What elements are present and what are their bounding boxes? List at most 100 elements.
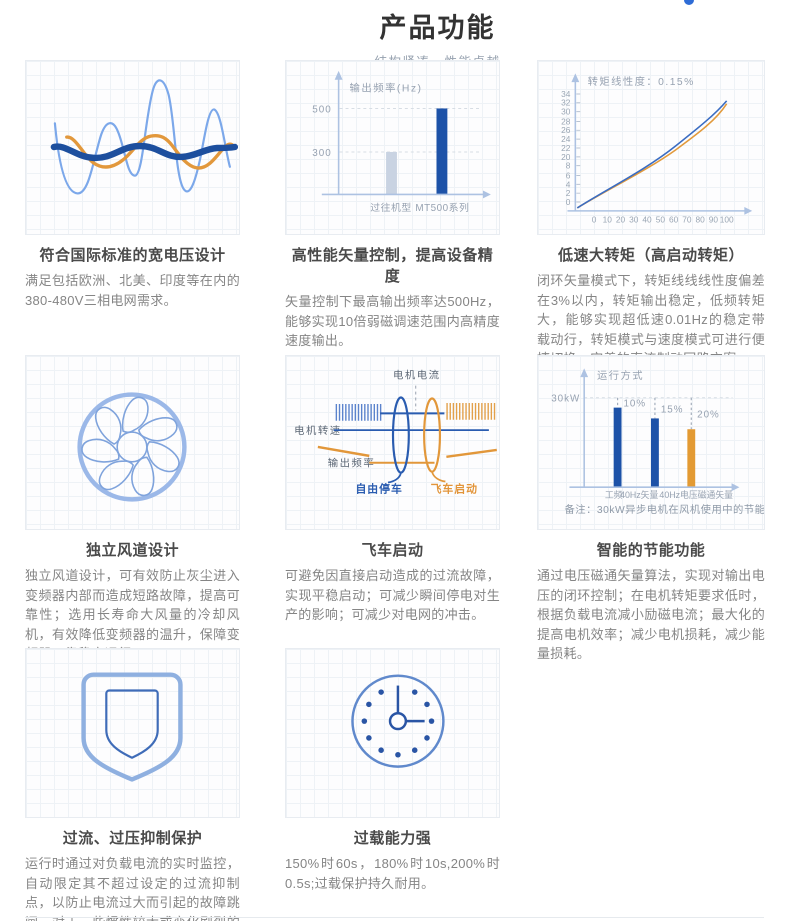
torque-curve-orange [576,103,728,209]
fly-start-ellipse [423,397,442,473]
section-header: 产品功能 结构紧凑、性能卓越 [0,0,787,69]
freq-decel-line [317,445,370,458]
feature-title: 智能的节能功能 [596,542,706,559]
torque-curve-chart: 转矩线性度：0.15% 34 32 30 28 26 24 22 20 8 6 … [537,60,765,235]
feature-body: 可避免因直接启动造成的过流故障，实现平稳启动；可减少瞬间停电对生产的影响；可减少… [285,568,500,622]
saving-label-1: 10% [623,399,646,410]
feature-title: 过载能力强 [353,830,432,847]
shield-inner [105,689,159,759]
svg-text:100: 100 [720,215,734,225]
svg-text:30: 30 [561,107,571,117]
svg-text:60: 60 [669,215,679,225]
svg-text:40: 40 [642,215,652,225]
chart-title: 转矩线性度：0.15% [588,75,695,88]
axis-title: 运行方式 [597,369,644,382]
svg-text:0: 0 [592,215,597,225]
voltage-wave-chart [25,60,240,235]
light-blue-wave [53,79,231,195]
svg-text:22: 22 [561,143,571,153]
bar-40hz-flux-vector [687,429,696,488]
svg-text:2: 2 [566,188,571,198]
svg-text:20: 20 [616,215,626,225]
dark-blue-wave [50,142,239,162]
feature-card-protection: 过流、过压抑制保护 运行时通过对负载电流的实时监控，自动限定其不超过设定的过流抑… [25,648,240,921]
bar-line-frequency [613,407,622,488]
feature-body: 通过电压磁通矢量算法，实现对输出电压的闭环控制；在电机转矩要求低时，根据负载电流… [537,568,765,661]
category-mt500: MT500系列 [415,201,469,214]
feature-title: 独立风道设计 [85,542,179,559]
x-axis-arrow-icon [482,190,491,199]
free-stop-ellipse [391,396,410,474]
feature-body: 运行时通过对负载电流的实时监控，自动限定其不超过设定的过流抑制点，以防止电流过大… [25,856,240,921]
svg-text:26: 26 [561,125,571,135]
y-tick-marks [576,93,581,203]
torque-curve-blue [576,100,728,209]
feature-title: 过流、过压抑制保护 [62,830,203,847]
bar-past-model [386,151,397,195]
label-motor-speed: 电机转速 [294,424,341,437]
y-axis-arrow-icon [580,368,589,378]
svg-text:8: 8 [566,161,571,171]
fly-start-tail [431,471,446,483]
clock-dots [361,689,435,758]
svg-text:30: 30 [629,215,639,225]
bar-mt500 [436,108,448,195]
label-fly-start: 飞车启动 [431,481,478,495]
feature-title: 高性能矢量控制，提高设备精度 [291,247,494,285]
feature-body: 150%时60s，180%时10s,200%时0.5s;过载保护持久耐用。 [285,856,500,891]
shield-icon [25,648,240,818]
category-2: 40Hz矢量 [620,489,658,500]
feature-title: 符合国际标准的宽电压设计 [39,247,226,264]
tick-300: 300 [312,148,331,159]
fan-icon [25,355,240,530]
clock-ring [351,674,445,768]
output-frequency-chart: 输出频率(Hz) 500 300 过往机型 MT500系列 [285,60,500,235]
svg-text:6: 6 [566,170,571,180]
svg-text:80: 80 [695,215,705,225]
y-axis-arrow-icon [334,70,343,80]
clock-icon [285,648,500,818]
svg-text:20: 20 [561,152,571,162]
page-title: 产品功能 [379,13,496,43]
empty-cell [537,648,765,921]
svg-text:4: 4 [566,179,571,189]
feature-title: 飞车启动 [361,542,424,559]
cards-row-2: 独立风道设计 独立风道设计，可有效防止灰尘进入变频器内部而造成短路故障，提高可靠… [0,355,787,661]
free-stop-tail [387,472,402,484]
category-1: 工频 [605,489,623,500]
clock-center [388,712,408,731]
feature-card-vector-control: 输出频率(Hz) 500 300 过往机型 MT500系列 高性能矢量控制，提高… [285,60,500,355]
x-axis-arrow-icon [744,206,753,215]
saving-label-2: 15% [661,405,684,416]
x-axis-arrow-icon [731,483,740,492]
feature-card-low-speed-torque: 转矩线性度：0.15% 34 32 30 28 26 24 22 20 8 6 … [537,60,765,366]
feature-body: 满足包括欧洲、北美、印度等在内的380-480V三相电网需求。 [25,273,240,308]
y-axis-arrow-icon [571,73,580,83]
feature-body: 矢量控制下最高输出频率达500Hz，能够实现10倍弱磁调速范围内高精度速度输出。 [285,294,500,348]
freq-accel-line [446,448,497,459]
feature-body: 闭环矢量模式下，转矩线线线性度偏差在3%以内，转矩输出稳定，低频转矩大，能够实现… [537,273,765,366]
shield-outer [81,672,183,782]
feature-card-flying-start: 电机电流 电机转速 输出频率 自由停车 飞车启动 [285,355,500,648]
saving-label-3: 20% [697,409,720,420]
svg-text:90: 90 [709,215,719,225]
tick-500: 500 [312,104,331,115]
chart-note: 备注：30kW异步电机在风机使用中的节能比 [565,503,764,516]
fan-ring [77,392,187,502]
label-motor-current: 电机电流 [393,369,440,382]
cards-row-3: 过流、过压抑制保护 运行时通过对负载电流的实时监控，自动限定其不超过设定的过流抑… [0,648,787,921]
category-past-model: 过往机型 [370,201,411,214]
fan-blades [81,396,180,497]
feature-card-wide-voltage: 符合国际标准的宽电压设计 满足包括欧洲、北美、印度等在内的380-480V三相电… [25,60,240,355]
svg-text:70: 70 [682,215,692,225]
label-free-stop: 自由停车 [355,481,402,495]
feature-card-air-duct: 独立风道设计 独立风道设计，可有效防止灰尘进入变频器内部而造成短路故障，提高可靠… [25,355,240,661]
svg-text:24: 24 [561,134,571,144]
bar-40hz-vector [651,418,659,488]
energy-saving-chart: 运行方式 30kW 10% 15% 20% 工频 [537,355,765,530]
label-output-freq: 输出频率 [328,457,375,470]
feature-card-energy-saving: 运行方式 30kW 10% 15% 20% 工频 [537,355,765,661]
svg-text:28: 28 [561,116,571,126]
svg-text:34: 34 [561,89,571,99]
